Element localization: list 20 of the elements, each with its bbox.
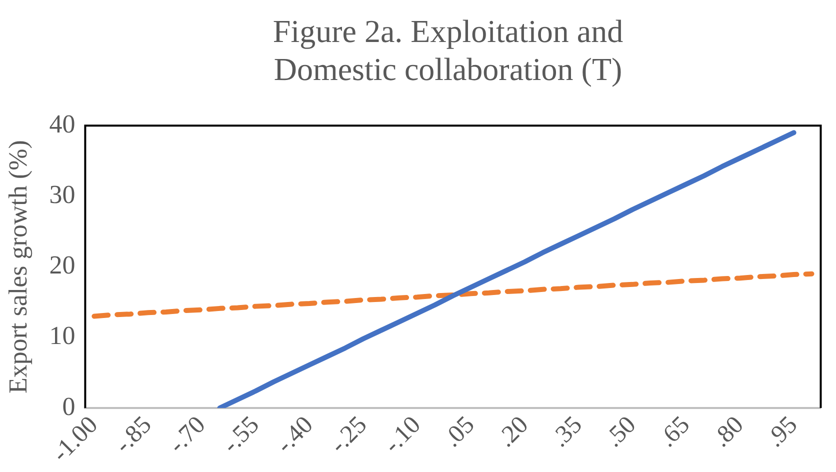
y-axis-title: Export sales growth (%) [3,140,32,394]
x-tick-label: .20 [492,411,534,453]
x-tick-label: .95 [762,411,803,453]
x-tick-label: -.10 [378,411,426,458]
x-tick-label: -.40 [271,411,318,458]
x-tick-label: -.70 [164,411,211,458]
x-tick-label: .65 [654,411,696,453]
x-tick-label: -.55 [217,411,265,458]
x-tick-label: .35 [546,411,588,453]
chart-title: Figure 2a. Exploitation and Domestic collaboration (T) [272,12,624,88]
y-tick-label: 10 [49,321,76,350]
y-tick-label: 0 [62,392,76,421]
x-tick-label: .50 [600,411,642,453]
x-tick-label: .80 [708,411,749,453]
x-tick-label: .05 [438,411,480,453]
y-tick-label: 20 [49,250,76,280]
x-tick-label: -.85 [110,411,157,458]
y-tick-label: 30 [49,180,76,210]
x-tick-label: -.25 [325,411,372,458]
y-tick-label: 40 [49,109,76,138]
